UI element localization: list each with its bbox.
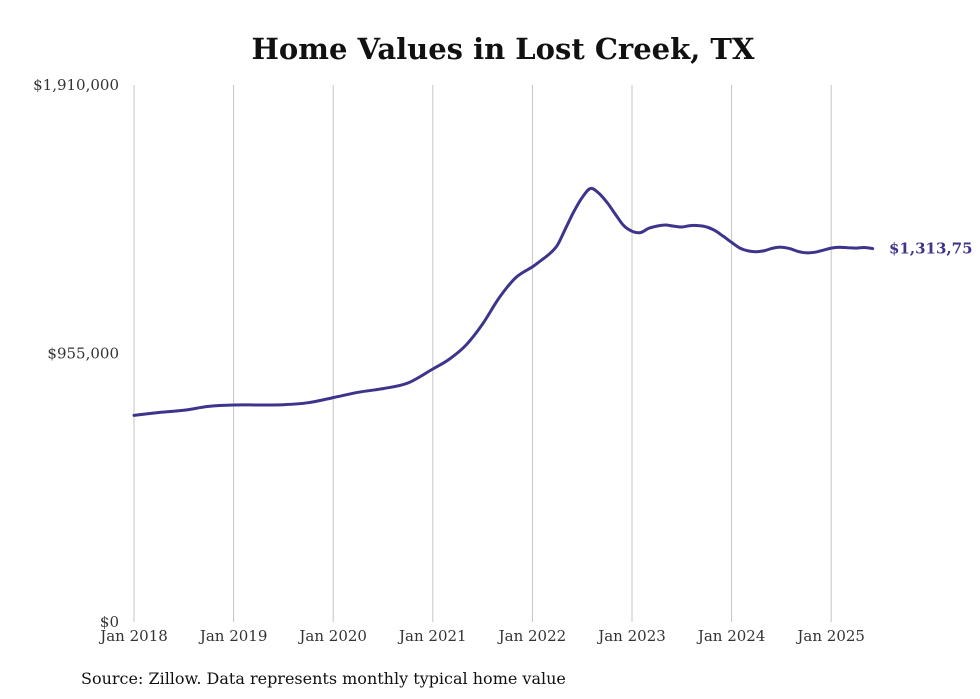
x-axis-tick-labels: Jan 2018 Jan 2019 Jan 2020 Jan 2021 Jan 2022… (98, 627, 865, 645)
grid-lines (133, 85, 832, 622)
latest-value-label: $1,313,75 (889, 240, 973, 258)
y-axis-tick-labels: $0 $955,000 $1,910,000 (33, 76, 119, 631)
home-value-series-line (132, 186, 875, 417)
x-tick-label: Jan 2021 (397, 627, 467, 645)
chart-title: Home Values in Lost Creek, TX (252, 32, 755, 66)
y-tick-label: $955,000 (47, 345, 119, 363)
x-tick-label: Jan 2020 (297, 627, 367, 645)
x-tick-label: Jan 2024 (696, 627, 766, 645)
x-tick-label: Jan 2018 (98, 627, 168, 645)
y-tick-label: $1,910,000 (33, 76, 119, 94)
source-note: Source: Zillow. Data represents monthly … (81, 669, 566, 688)
x-tick-label: Jan 2023 (596, 627, 666, 645)
x-tick-label: Jan 2025 (795, 627, 865, 645)
y-tick-label: $0 (100, 613, 119, 631)
x-tick-label: Jan 2022 (497, 627, 567, 645)
x-tick-label: Jan 2019 (198, 627, 268, 645)
